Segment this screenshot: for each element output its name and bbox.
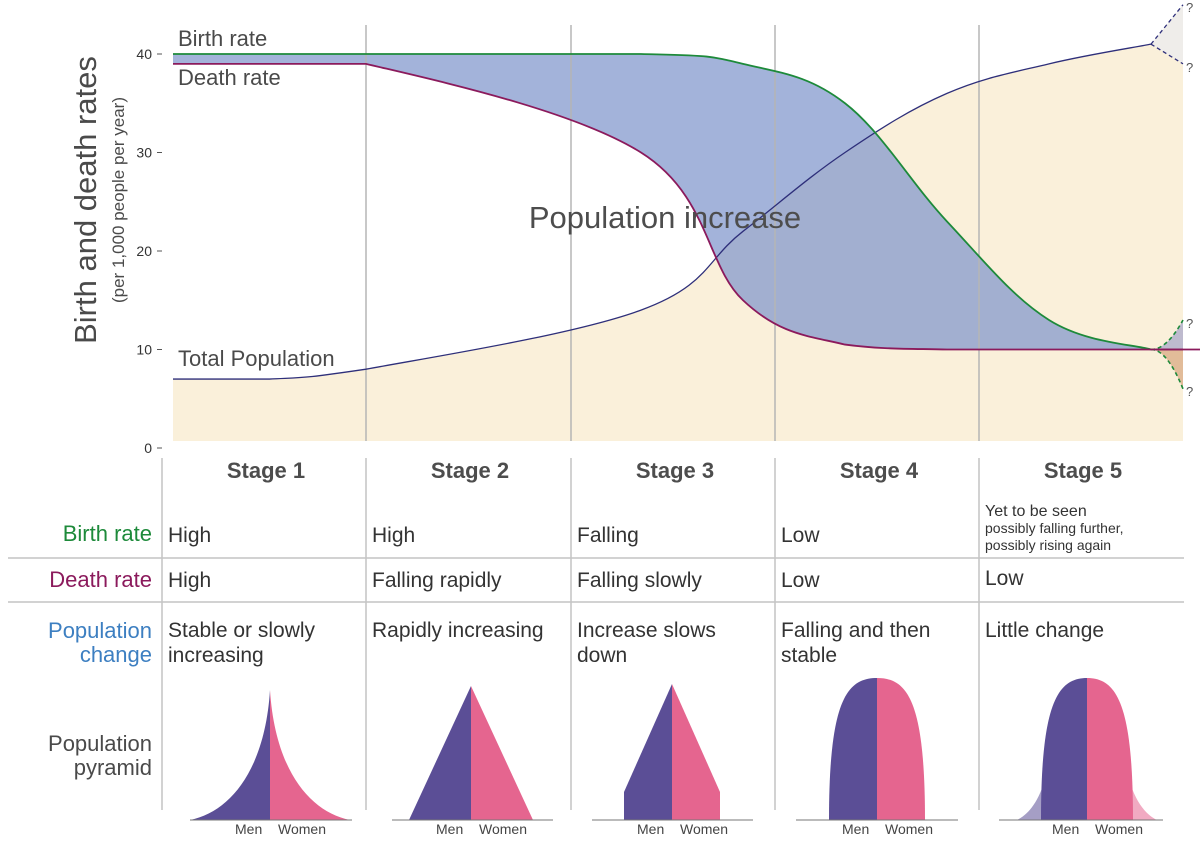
population-pyramid-label-line2: pyramid [73,755,152,780]
pyramid-3-women-label: Women [680,821,728,837]
pyramid-4-women [877,678,925,820]
pyramid-5-women-label: Women [1095,821,1143,837]
birth-rate-series-label: Birth rate [178,26,267,51]
population-change-stage-5: Little change [985,619,1105,642]
pyramid-3-men-label: Men [637,821,665,837]
population-change-label-line1: Population [48,618,152,643]
death-rate-stage-4: Low [781,569,820,592]
pyramid-4-women-label: Women [885,821,933,837]
stage-2-header: Stage 2 [430,458,510,483]
pyramid-1-men [190,690,270,820]
birth-rate-stage-4: Low [781,524,820,547]
question-mark-pop-up: ? [1186,0,1193,15]
pyramid-4-men-label: Men [842,821,870,837]
pyramid-5-women [1087,678,1133,820]
population-pyramid-row-label: Population pyramid [48,732,152,780]
birth-rate-line [172,53,1152,351]
pyramid-5-men-tail [1017,780,1047,820]
birth-rate-stage-5: Yet to be seen [985,503,1087,520]
stage-1-header: Stage 1 [226,458,306,483]
death-rate-row-label: Death rate [49,567,152,592]
total-population-series-label: Total Population [178,346,335,371]
y-tick-label-10: 10 [136,342,152,358]
death-rate-series-label: Death rate [178,65,281,90]
birth-rate-stage-5-note-1: possibly falling further, [985,520,1124,536]
population-increase-area [173,54,1151,350]
pyramid-1-men-label: Men [235,821,263,837]
y-axis-ticks: 0 10 20 30 40 [136,46,162,456]
population-change-stage-4: Falling and then stable [781,619,931,667]
y-tick-label-20: 20 [136,243,152,259]
birth-projection-down-area [1151,349,1183,389]
pyramid-1-women [270,690,350,820]
pyramid-2-men-label: Men [436,821,464,837]
y-axis-title: Birth and death rates [68,56,103,344]
birth-rate-stage-1: High [168,524,212,547]
y-tick-label-0: 0 [144,440,152,456]
death-rate-stage-5: Low [985,567,1024,590]
stage-4-header: Stage 4 [839,458,919,483]
population-change-stage-3: Increase slows down [577,619,716,667]
pyramid-1-women-label: Women [278,821,326,837]
stage-separators [365,25,980,441]
birth-rate-row-label: Birth rate [62,521,152,546]
population-change-row-label: Population change [48,619,152,667]
stage-5-header: Stage 5 [1043,458,1123,483]
population-increase-label: Population increase [529,200,801,235]
death-rate-stage-2: Falling rapidly [372,569,502,592]
population-projection-up-line [1150,4,1184,45]
pyramid-3-men [624,684,672,820]
total-population-line [173,43,1152,380]
death-rate-stage-3: Falling slowly [577,569,702,592]
y-tick-label-40: 40 [136,46,152,62]
population-projection-down-line [1150,43,1184,65]
birth-rate-stage-5-note-2: possibly rising again [985,537,1112,553]
pyramid-5-women-tail [1127,780,1157,820]
population-change-stage-2: Rapidly increasing [372,619,544,642]
pyramid-4-men [829,678,877,820]
population-pyramid-label-line1: Population [48,731,152,756]
pyramid-2-women [471,686,533,820]
birth-rate-stage-2: High [372,524,416,547]
question-mark-birth-up: ? [1186,316,1193,331]
pyramid-2-women-label: Women [479,821,527,837]
death-rate-stage-1: High [168,569,212,592]
population-change-label-line2: change [79,642,152,667]
table-grid [8,458,1184,810]
y-tick-label-30: 30 [136,145,152,161]
pyramid-2-men [409,686,471,820]
population-pyramids [190,678,1163,821]
population-change-stage-1: Stable or slowly increasing [168,619,316,667]
question-mark-birth-down: ? [1186,384,1193,399]
pyramid-3-women [672,684,720,820]
pyramid-5-men-label: Men [1052,821,1080,837]
y-axis-subtitle: (per 1,000 people per year) [109,97,128,303]
stage-3-header: Stage 3 [635,458,715,483]
pyramid-5-men [1041,678,1087,820]
birth-rate-stage-3: Falling [577,524,639,547]
question-mark-pop-down: ? [1186,60,1193,75]
birth-projection-up-area [1151,319,1183,350]
